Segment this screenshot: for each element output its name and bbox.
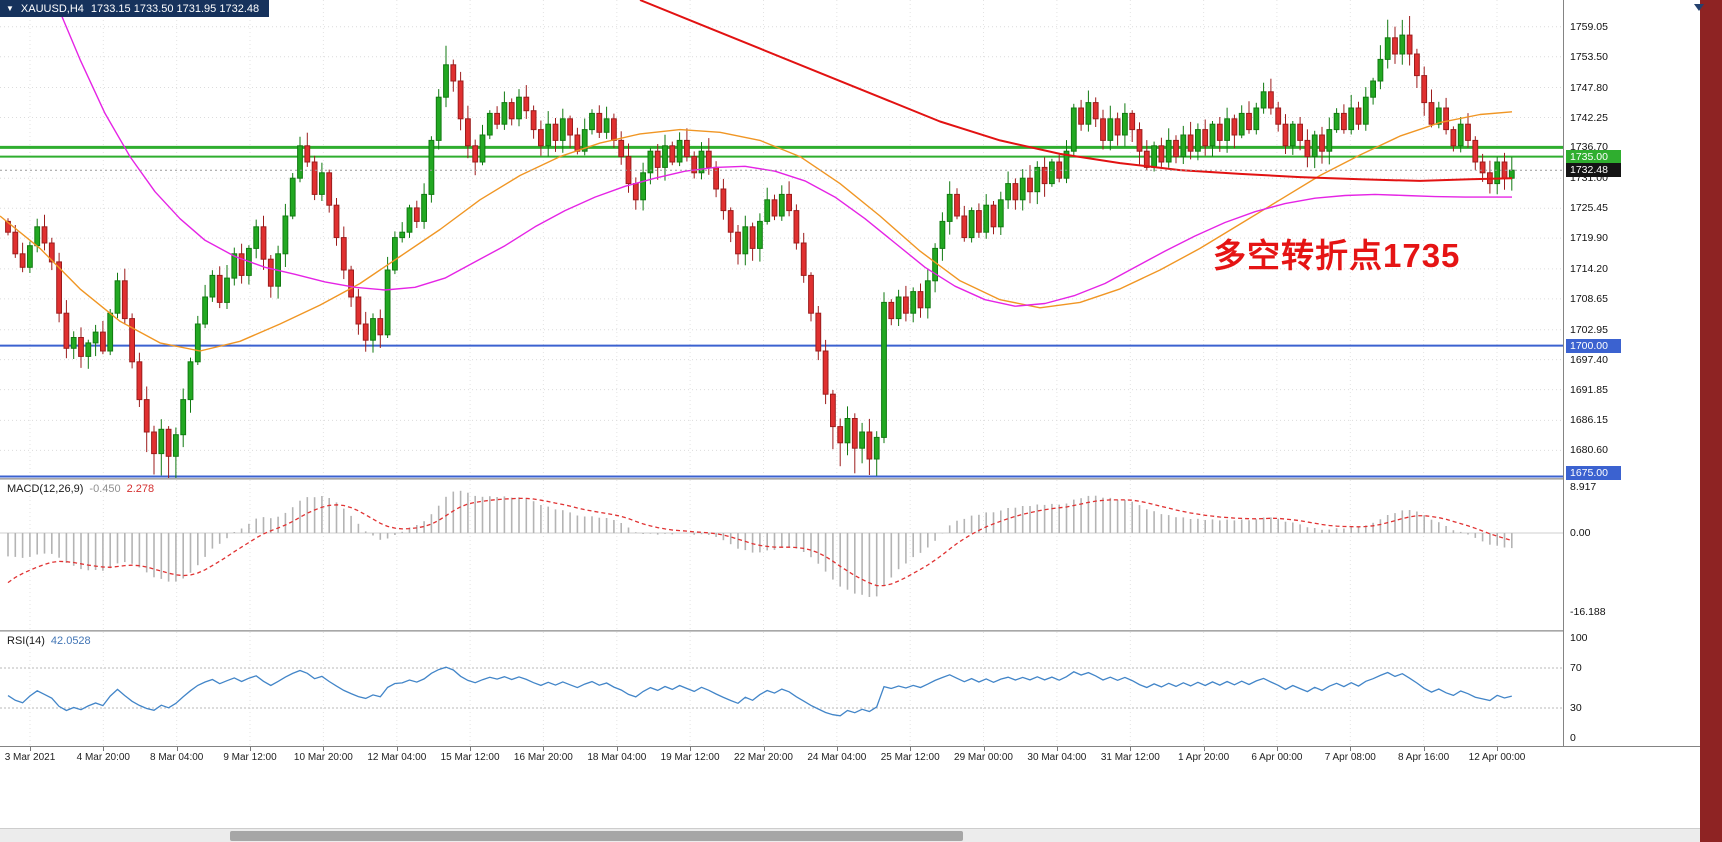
rsi-name: RSI(14) (7, 635, 45, 647)
time-axis-label: 19 Mar 12:00 (660, 752, 720, 763)
price-axis-label: 1714.20 (1570, 262, 1608, 275)
time-axis-label: 15 Mar 12:00 (440, 752, 500, 763)
panel-separator[interactable] (0, 478, 1722, 480)
macd-name: MACD(12,26,9) (7, 483, 84, 495)
time-tick (250, 747, 251, 751)
rsi-panel[interactable] (0, 632, 1563, 746)
time-axis-label: 7 Apr 08:00 (1324, 752, 1376, 763)
time-tick (1497, 747, 1498, 751)
time-axis-label: 9 Mar 12:00 (223, 752, 277, 763)
chart-header: ▼ XAUUSD,H4 1733.15 1733.50 1731.95 1732… (0, 0, 270, 17)
macd-scale-label: 0.00 (1570, 527, 1591, 539)
time-tick (910, 747, 912, 751)
time-tick (1203, 747, 1205, 751)
price-axis-label: 1742.25 (1570, 111, 1608, 124)
time-tick (690, 747, 692, 751)
chart-annotation-text[interactable]: 多空转折点1735 (1213, 237, 1461, 274)
time-tick (543, 747, 545, 751)
time-tick (1056, 747, 1058, 751)
price-tag-1700.00: 1700.00 (1566, 338, 1621, 353)
time-axis-label: 16 Mar 20:00 (513, 752, 573, 763)
time-axis-label: 25 Mar 12:00 (880, 752, 940, 763)
time-tick (103, 747, 105, 751)
rsi-scale-label: 0 (1570, 732, 1576, 744)
macd-scale-label: -16.188 (1570, 606, 1606, 618)
time-axis-label: 8 Mar 04:00 (150, 752, 204, 763)
time-tick (1276, 747, 1278, 751)
main-chart-panel[interactable] (0, 0, 1563, 478)
time-tick (30, 747, 31, 751)
time-axis-label: 1 Apr 20:00 (1178, 752, 1230, 763)
time-axis-label: 24 Mar 04:00 (807, 752, 867, 763)
time-tick (1350, 747, 1352, 751)
rsi-scale-label: 70 (1570, 662, 1582, 674)
time-axis-label: 10 Mar 20:00 (293, 752, 353, 763)
chart-shift-icon[interactable] (1694, 4, 1704, 11)
candlestick-chart[interactable] (0, 0, 1563, 478)
collapse-chevron-icon[interactable]: ▼ (6, 4, 14, 13)
time-axis-label: 6 Apr 00:00 (1251, 752, 1303, 763)
time-tick (763, 747, 765, 751)
rsi-scale-label: 100 (1570, 632, 1588, 644)
rsi-value: 42.0528 (50, 635, 91, 647)
time-axis-label: 29 Mar 00:00 (954, 752, 1013, 763)
price-scale[interactable]: 1759.05 1753.50 1747.80 1742.25 1736.70 1731.… (1564, 0, 1700, 746)
macd-scale-label: 8.917 (1570, 481, 1597, 494)
price-axis-label: 1702.95 (1570, 323, 1608, 336)
time-axis-label: 8 Apr 16:00 (1398, 752, 1450, 763)
time-axis-label: 4 Mar 20:00 (76, 752, 130, 763)
time-tick (396, 747, 398, 751)
time-axis-label: 18 Mar 04:00 (587, 752, 647, 763)
macd-indicator-label: MACD(12,26,9) -0.450 2.278 (7, 483, 154, 495)
price-axis-label: 1759.05 (1570, 20, 1608, 33)
macd-chart[interactable] (0, 480, 1563, 630)
time-axis-label: 30 Mar 04:00 (1027, 752, 1087, 763)
time-axis[interactable]: 3 Mar 2021 4 Mar 20:00 8 Mar 04:00 9 Mar 12… (0, 747, 1563, 773)
price-scale-border (1563, 0, 1564, 746)
price-axis-label: 1680.60 (1570, 444, 1608, 457)
time-axis-label: 31 Mar 12:00 (1100, 752, 1160, 763)
price-axis-label: 1708.65 (1570, 292, 1608, 305)
rsi-chart[interactable] (0, 632, 1563, 746)
time-tick (616, 747, 618, 751)
time-tick (836, 747, 838, 751)
macd-main-value: -0.450 (89, 483, 121, 495)
time-axis-label: 12 Mar 04:00 (367, 752, 427, 763)
ohlc-values: 1733.15 1733.50 1731.95 1732.48 (90, 2, 260, 15)
price-tag-1735.00: 1735.00 (1566, 149, 1621, 164)
page-edge-strip (1700, 0, 1722, 842)
time-tick (176, 747, 178, 751)
price-axis-label: 1719.90 (1570, 232, 1608, 245)
symbol-timeframe-label: XAUUSD,H4 (20, 2, 84, 15)
price-axis-label: 1686.15 (1570, 414, 1608, 427)
time-tick (1423, 747, 1425, 751)
time-tick (323, 747, 325, 751)
time-tick (983, 747, 985, 751)
panel-separator[interactable] (0, 630, 1722, 632)
rsi-indicator-label: RSI(14) 42.0528 (7, 635, 91, 647)
price-tag-1732.48: 1732.48 (1566, 163, 1621, 178)
time-axis-border (0, 746, 1722, 747)
time-axis-label: 22 Mar 20:00 (734, 752, 793, 763)
price-tag-1675.00: 1675.00 (1566, 466, 1621, 480)
scrollbar-thumb[interactable] (230, 831, 963, 841)
macd-signal-value: 2.278 (126, 483, 155, 495)
time-tick (1130, 747, 1132, 751)
horizontal-scrollbar[interactable] (0, 828, 1722, 842)
price-axis-label: 1725.45 (1570, 202, 1608, 215)
rsi-scale-label: 30 (1570, 702, 1582, 714)
time-tick (470, 747, 472, 751)
time-axis-label: 3 Mar 2021 (4, 752, 56, 763)
price-axis-label: 1691.85 (1570, 383, 1608, 396)
price-axis-label: 1697.40 (1570, 353, 1608, 366)
price-axis-label: 1753.50 (1570, 50, 1608, 63)
time-axis-label: 12 Apr 00:00 (1468, 752, 1526, 763)
price-axis-label: 1747.80 (1570, 81, 1608, 94)
macd-panel[interactable] (0, 480, 1563, 630)
